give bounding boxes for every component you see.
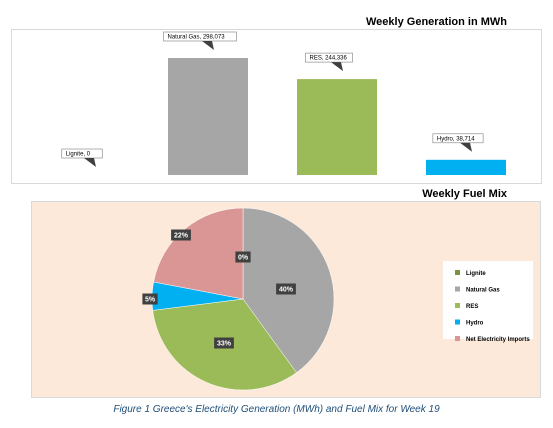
pie-chart: 0% 40% 33% 5% 22% Lignite Natural Gas RES Hydro N… xyxy=(142,207,533,391)
figure-caption: Figure 1 Greece's Electricity Generation… xyxy=(113,404,440,415)
svg-text:Lignite, 0: Lignite, 0 xyxy=(66,152,91,158)
legend-item-natural-gas: Natural Gas xyxy=(455,286,500,294)
pct-label-hydro: 5% xyxy=(142,293,158,305)
data-label-natural-gas: Natural Gas, 298,073 xyxy=(163,31,237,50)
pct-label-lignite: 0% xyxy=(235,251,251,263)
pie-legend: Lignite Natural Gas RES Hydro Net Electricit… xyxy=(443,261,533,343)
svg-text:Net Electricity Imports: Net Electricity Imports xyxy=(466,337,530,343)
bar-chart-title: Weekly Generation in MWh xyxy=(366,16,507,28)
bar-res xyxy=(297,79,377,175)
svg-text:Hydro: Hydro xyxy=(466,321,484,327)
svg-text:Natural Gas, 298,073: Natural Gas, 298,073 xyxy=(168,35,226,41)
data-label-lignite: Lignite, 0 xyxy=(61,148,103,167)
svg-text:Lignite: Lignite xyxy=(466,271,486,277)
pie-chart-panel: 0% 40% 33% 5% 22% Lignite Natural Gas RES Hydro N… xyxy=(31,201,541,398)
legend-item-res: RES xyxy=(455,303,478,310)
svg-text:5%: 5% xyxy=(145,297,156,304)
svg-text:40%: 40% xyxy=(279,287,294,294)
legend-item-hydro: Hydro xyxy=(455,319,484,327)
legend-item-lignite: Lignite xyxy=(455,270,486,277)
svg-text:RES, 244,336: RES, 244,336 xyxy=(310,56,348,62)
svg-text:0%: 0% xyxy=(238,255,249,262)
pct-label-natural-gas: 40% xyxy=(276,283,296,295)
svg-text:33%: 33% xyxy=(217,341,232,348)
svg-text:Hydro, 38,714: Hydro, 38,714 xyxy=(437,136,475,142)
svg-text:22%: 22% xyxy=(174,233,189,240)
data-label-res: RES, 244,336 xyxy=(305,52,353,72)
pct-label-net-electricity-imports: 22% xyxy=(171,229,191,241)
bar-chart-panel: Lignite, 0 Natural Gas, 298,073 RES, 244,3… xyxy=(11,29,542,184)
bar-natural-gas xyxy=(168,58,248,175)
legend-item-net-electricity-imports: Net Electricity Imports xyxy=(455,336,530,343)
pie-chart-title: Weekly Fuel Mix xyxy=(422,188,507,200)
svg-text:RES: RES xyxy=(466,304,478,310)
bar-hydro xyxy=(426,159,506,175)
svg-text:Natural Gas: Natural Gas xyxy=(466,288,500,294)
bar-chart: Lignite, 0 Natural Gas, 298,073 RES, 244,3… xyxy=(61,31,506,175)
data-label-hydro: Hydro, 38,714 xyxy=(432,133,484,152)
slice-net-electricity-imports xyxy=(153,207,244,300)
pct-label-res: 33% xyxy=(214,337,234,349)
